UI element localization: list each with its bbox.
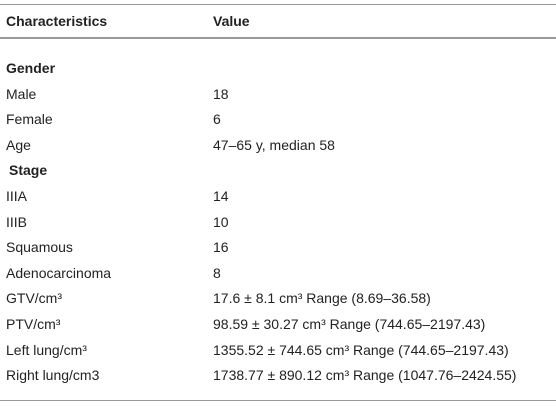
- row-value: 47–65 y, median 58: [213, 136, 335, 153]
- row-value: 18: [213, 85, 229, 102]
- section-label: Gender: [6, 60, 56, 76]
- row-label: Adenocarcinoma: [6, 264, 112, 281]
- row-label: IIIB: [6, 213, 28, 230]
- row-label: Left lung/cm³: [6, 341, 87, 358]
- row-value: 17.6 ± 8.1 cm³ Range (8.69–36.58): [213, 290, 431, 307]
- row-label: PTV/cm³: [6, 316, 61, 332]
- header-rule: [0, 37, 556, 39]
- header-cell: Characteristics: [6, 13, 108, 29]
- row-label: Squamous: [6, 239, 73, 256]
- row-label: Male: [6, 85, 37, 102]
- row-label: IIIA: [6, 188, 28, 204]
- section-label: Stage: [9, 162, 48, 179]
- row-value: 8: [213, 264, 221, 281]
- row-value: 10: [213, 213, 229, 230]
- row-value: 16: [213, 239, 229, 256]
- row-value: 1738.77 ± 890.12 cm³ Range (1047.76–2424…: [213, 367, 517, 384]
- row-value: 6: [213, 111, 221, 128]
- header-cell: Value: [213, 13, 250, 29]
- row-label: Female: [6, 111, 53, 128]
- row-label: Age: [6, 136, 31, 153]
- top-rule: [0, 4, 556, 5]
- row-value: 14: [213, 188, 229, 204]
- row-label: Right lung/cm3: [6, 367, 100, 384]
- bottom-rule: [0, 400, 556, 401]
- row-label: GTV/cm³: [6, 290, 62, 307]
- row-value: 1355.52 ± 744.65 cm³ Range (744.65–2197.…: [213, 341, 509, 358]
- row-value: 98.59 ± 30.27 cm³ Range (744.65–2197.43): [213, 316, 486, 332]
